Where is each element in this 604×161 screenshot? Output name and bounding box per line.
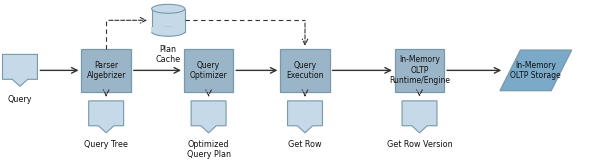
PathPatch shape bbox=[402, 101, 437, 133]
FancyBboxPatch shape bbox=[151, 27, 185, 32]
PathPatch shape bbox=[500, 50, 571, 91]
Text: Query
Execution: Query Execution bbox=[286, 61, 324, 80]
Text: Get Row Version: Get Row Version bbox=[387, 140, 452, 149]
FancyBboxPatch shape bbox=[395, 49, 444, 92]
Text: Query: Query bbox=[8, 95, 32, 104]
PathPatch shape bbox=[89, 101, 124, 133]
FancyBboxPatch shape bbox=[184, 49, 233, 92]
FancyBboxPatch shape bbox=[82, 49, 131, 92]
Text: Get Row: Get Row bbox=[288, 140, 322, 149]
FancyBboxPatch shape bbox=[152, 9, 185, 32]
Text: Optimized
Query Plan: Optimized Query Plan bbox=[187, 140, 231, 159]
Text: In-Memory
OLTP
Runtime/Engine: In-Memory OLTP Runtime/Engine bbox=[389, 56, 450, 85]
PathPatch shape bbox=[2, 54, 37, 86]
Text: Plan
Cache: Plan Cache bbox=[156, 45, 181, 64]
PathPatch shape bbox=[288, 101, 323, 133]
Ellipse shape bbox=[152, 27, 185, 36]
Text: In-Memory
OLTP Storage: In-Memory OLTP Storage bbox=[510, 61, 561, 80]
FancyBboxPatch shape bbox=[280, 49, 330, 92]
PathPatch shape bbox=[191, 101, 226, 133]
Text: Query
Optimizer: Query Optimizer bbox=[190, 61, 228, 80]
Text: Query Tree: Query Tree bbox=[84, 140, 128, 149]
Text: Parser
Algebrizer: Parser Algebrizer bbox=[86, 61, 126, 80]
Ellipse shape bbox=[152, 4, 185, 13]
